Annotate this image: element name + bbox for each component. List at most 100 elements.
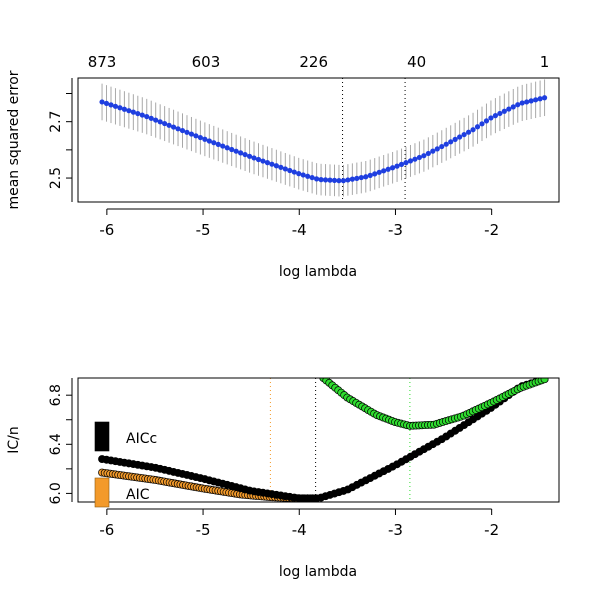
- x-axis-label: log lambda: [279, 264, 357, 280]
- y-tick-label: 6.8: [48, 384, 64, 406]
- mse-point: [528, 98, 534, 104]
- legend-label: AIC: [126, 487, 150, 503]
- mse-point: [282, 166, 288, 172]
- mse-point: [376, 169, 382, 175]
- mse-point: [206, 138, 212, 144]
- mse-point: [153, 117, 159, 123]
- mse-point: [506, 106, 512, 112]
- mse-point: [510, 104, 516, 110]
- mse-point: [430, 148, 436, 154]
- plot-frame: [77, 377, 560, 503]
- mse-point: [166, 122, 172, 128]
- mse-point: [264, 160, 271, 166]
- mse-point: [242, 151, 248, 158]
- mse-point: [211, 140, 217, 146]
- legend-swatch: [94, 421, 110, 452]
- y-axis-label: IC/n: [6, 426, 22, 454]
- mse-point: [385, 166, 391, 172]
- ic-points: [98, 378, 549, 502]
- mse-point: [157, 119, 163, 125]
- mse-point: [215, 141, 221, 147]
- mse-point: [273, 163, 279, 169]
- mse-point: [278, 164, 284, 170]
- mse-point: [322, 177, 329, 183]
- mse-point: [179, 127, 186, 134]
- mse-point: [465, 129, 472, 135]
- mse-point: [389, 165, 396, 171]
- top-axis-label: 1: [540, 53, 550, 71]
- mse-point: [327, 177, 333, 183]
- mse-point: [184, 129, 190, 135]
- mse-point: [474, 124, 481, 130]
- mse-point: [229, 146, 235, 153]
- mse-point: [103, 100, 110, 107]
- ic-point: [540, 378, 549, 384]
- mse-point: [381, 168, 387, 174]
- legend: AICc AIC: [94, 421, 157, 508]
- mse-point: [220, 143, 226, 149]
- mse-point: [457, 134, 463, 140]
- mse-point: [139, 112, 145, 118]
- x-tick-label: -2: [484, 521, 499, 539]
- mse-point: [421, 153, 427, 159]
- mse-point: [318, 177, 324, 183]
- mse-point: [126, 108, 132, 114]
- mse-point: [246, 153, 253, 159]
- legend-swatch: [94, 477, 110, 508]
- mse-point: [461, 131, 467, 138]
- x-tick-label: -2: [484, 221, 499, 239]
- mse-cv-plot: -6 -5 -4 -3 -2 2.5 2.7 873 603 226 40 1 log lambd…: [6, 53, 560, 280]
- mse-point: [403, 160, 409, 166]
- x-tick-label: -3: [388, 221, 403, 239]
- mse-point: [340, 178, 347, 184]
- mse-point: [305, 173, 311, 179]
- mse-point: [470, 127, 476, 133]
- mse-point: [515, 102, 521, 108]
- y-axis: 2.5 2.7: [48, 78, 73, 202]
- mse-point: [501, 108, 507, 114]
- mse-point: [358, 174, 364, 181]
- mse-point: [251, 155, 257, 161]
- mse-point: [541, 95, 548, 101]
- top-axis-labels: 873 603 226 40 1: [88, 53, 550, 71]
- top-axis-label: 226: [299, 53, 328, 71]
- mse-point: [193, 133, 199, 139]
- mse-points: [99, 95, 548, 184]
- top-axis-label: 873: [88, 53, 117, 71]
- x-axis: -6 -5 -4 -3 -2: [99, 508, 499, 539]
- mse-point: [367, 172, 373, 178]
- x-axis-label: log lambda: [279, 564, 357, 580]
- mse-point: [479, 121, 485, 127]
- mse-point: [492, 113, 499, 119]
- mse-point: [255, 156, 262, 163]
- mse-point: [416, 154, 423, 161]
- mse-point: [345, 177, 351, 183]
- mse-point: [363, 174, 369, 180]
- mse-point: [372, 171, 378, 177]
- y-tick-label: 2.5: [48, 167, 64, 189]
- mse-point: [488, 115, 494, 121]
- mse-point: [434, 146, 440, 152]
- x-tick-label: -4: [292, 221, 307, 239]
- x-tick-label: -5: [196, 221, 211, 239]
- mse-point: [394, 163, 400, 169]
- mse-point: [121, 106, 127, 112]
- x-tick-label: -5: [196, 521, 211, 539]
- mse-point: [130, 109, 136, 115]
- mse-point: [117, 105, 123, 111]
- lambda-reference-lines: [342, 78, 406, 202]
- y-axis: 6.0 6.4 6.8: [48, 378, 73, 505]
- mse-point: [425, 150, 431, 157]
- mse-point: [188, 131, 195, 137]
- mse-point: [144, 113, 150, 120]
- mse-point: [524, 99, 530, 105]
- mse-point: [238, 150, 244, 156]
- top-axis-label: 603: [192, 53, 221, 71]
- mse-point: [448, 139, 454, 145]
- legend-label: AICc: [126, 431, 157, 447]
- mse-point: [349, 176, 355, 182]
- mse-point: [269, 161, 275, 167]
- mse-point: [336, 178, 342, 184]
- mse-point: [537, 96, 543, 102]
